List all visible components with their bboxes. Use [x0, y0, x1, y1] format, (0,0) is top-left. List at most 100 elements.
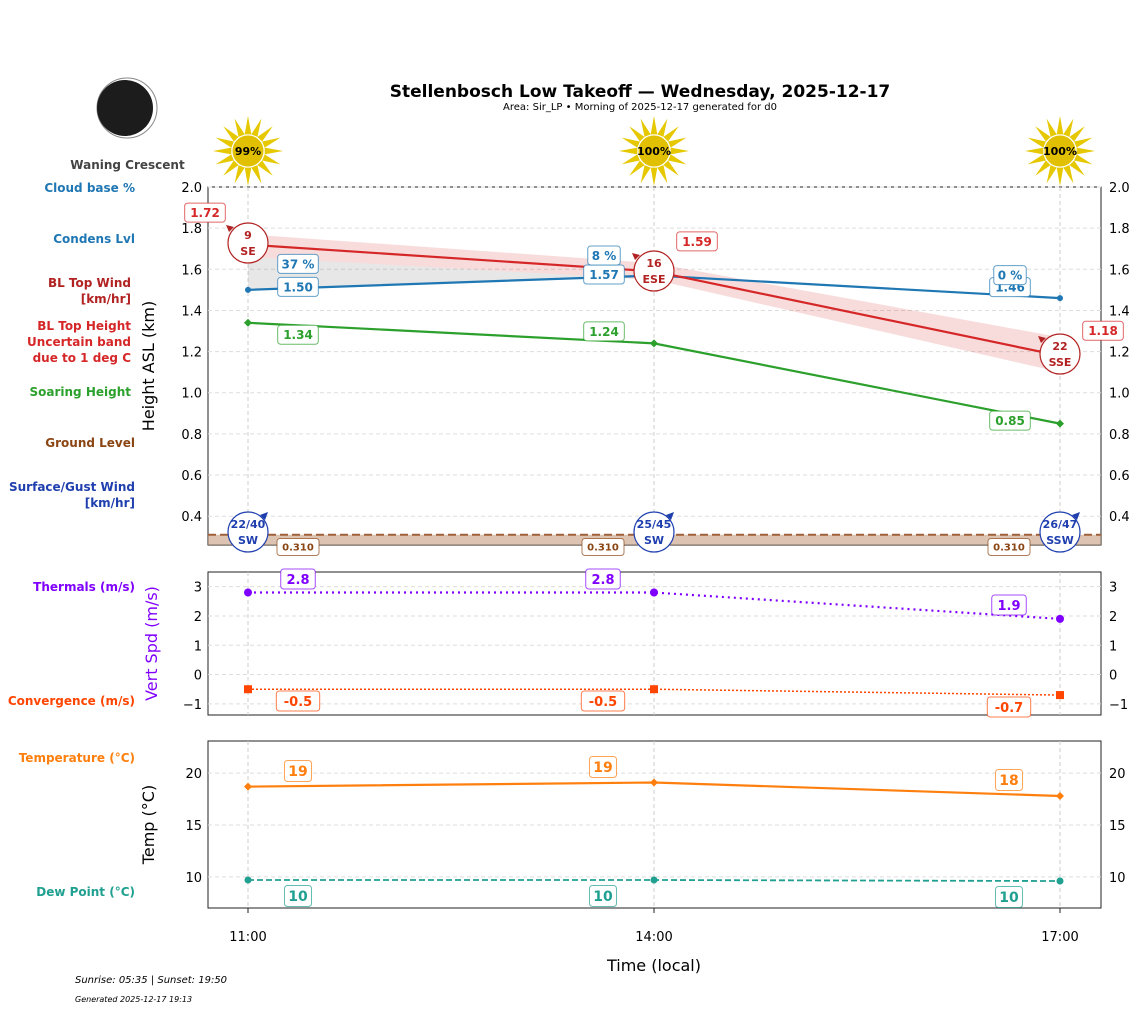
ground-level-label: 0.310 [282, 543, 314, 554]
cloud-base-label-box [587, 245, 621, 266]
bl-top-label: 1.72 [190, 206, 220, 220]
surface-wind: 25/45 SW [633, 511, 675, 553]
condens-label: 1.50 [283, 280, 313, 294]
y-tick-label-right: 0.8 [1109, 428, 1130, 443]
surface-wind-circle [633, 511, 675, 553]
thermals-label: 1.9 [997, 599, 1020, 614]
y-tick-label: −1 [183, 698, 202, 713]
thermals-line-marker [1056, 614, 1064, 623]
convergence-label: -0.7 [995, 701, 1023, 716]
y-axis-label: Vert Spd (m/s) [142, 586, 161, 701]
y-tick-label-right: 1.4 [1109, 304, 1130, 319]
dew-point-label-box [588, 885, 618, 907]
chart-title: Stellenbosch Low Takeoff — Wednesday, 20… [389, 82, 891, 102]
convergence-label-box [580, 690, 626, 712]
convergence-label-box [275, 690, 321, 712]
y-axis-label: Height ASL (km) [139, 301, 158, 431]
y-tick-label-right: 2.0 [1109, 181, 1130, 196]
sun-disc [637, 134, 671, 168]
soaring-label-box [989, 410, 1031, 431]
bl-top-wind: 22 SSE [1039, 333, 1081, 375]
bl-top-label: 1.59 [682, 235, 712, 249]
soaring-label: 1.24 [589, 325, 619, 339]
y-tick-label-right: 20 [1109, 767, 1126, 782]
x-tick-label: 14:00 [635, 930, 672, 945]
temperature-label-box [588, 756, 618, 778]
surface-wind-direction: SW [238, 534, 258, 547]
y-tick-label: 15 [185, 819, 202, 834]
bl-top-wind-direction: SE [240, 245, 255, 258]
sun-disc [1043, 134, 1077, 168]
wind-arrow-icon [632, 253, 640, 260]
soaring-label-box [277, 324, 319, 345]
convergence-line-marker [1056, 691, 1064, 700]
thermals-label-box [280, 568, 316, 590]
legend-label: Uncertain band [27, 335, 131, 349]
bl-top-wind-circle [633, 250, 675, 292]
y-tick-label: 2 [194, 610, 202, 625]
sun-icon: 99% [213, 116, 283, 186]
convergence-label: -0.5 [589, 695, 617, 710]
x-tick-label: 11:00 [229, 930, 266, 945]
bl-top-wind-direction: SSE [1049, 356, 1072, 369]
ground-level-label-box [581, 538, 625, 556]
y-tick-label-right: 15 [1109, 819, 1126, 834]
bl-top-label-box [184, 202, 226, 223]
cloud-base-label-box [277, 253, 319, 274]
wind-arrow-icon [260, 512, 268, 520]
y-tick-label: 20 [185, 767, 202, 782]
bl-top-label: 1.18 [1088, 324, 1118, 338]
dew-point-line-marker [650, 876, 658, 884]
convergence-label-box [986, 696, 1032, 718]
bl-top-label-box [676, 231, 718, 252]
legend-label: Thermals (m/s) [33, 580, 135, 594]
legend-label: BL Top Wind [48, 276, 131, 290]
wind-arrow-icon [1038, 336, 1046, 343]
sun-rays [619, 116, 689, 186]
bl-top-wind-circle [1039, 333, 1081, 375]
temperature-line-marker [650, 778, 658, 787]
dew-point-label: 10 [999, 890, 1019, 906]
soaring-line-marker [650, 339, 658, 348]
bl-top-wind: 16 ESE [633, 250, 675, 292]
temperature-label-box [994, 769, 1024, 791]
wind-arrow-icon [1072, 512, 1080, 520]
y-axis-label: Temp (°C) [139, 785, 158, 865]
sun-times: Sunrise: 05:35 | Sunset: 19:50 [75, 975, 228, 986]
convergence-label: -0.5 [284, 695, 312, 710]
cloud-base-label: 37 % [282, 257, 315, 271]
surface-wind-direction: SW [644, 534, 664, 547]
y-tick-label-right: 1.2 [1109, 346, 1130, 361]
legend-label: Soaring Height [30, 385, 132, 399]
temperature-label: 19 [593, 760, 612, 776]
cloud-base-label: 0 % [998, 269, 1023, 283]
surface-wind-direction: SSW [1046, 534, 1073, 547]
legend-label: [km/hr] [85, 496, 135, 510]
generated-time: Generated 2025-12-17 19:13 [75, 995, 193, 1004]
cloud-fill [248, 256, 654, 290]
sun-icon: 100% [619, 116, 689, 186]
legend-label: Dew Point (°C) [36, 885, 135, 899]
y-tick-label: 1.2 [181, 346, 202, 361]
surface-wind: 22/40 SW [227, 511, 269, 553]
thermals-label-box [991, 594, 1027, 616]
ground-level-label: 0.310 [587, 543, 619, 554]
bl-top-wind-speed: 9 [244, 229, 252, 242]
thermals-label-box [585, 568, 621, 590]
y-tick-label: 1.4 [181, 304, 202, 319]
surface-wind-circle [227, 511, 269, 553]
y-tick-label: 0.8 [181, 428, 202, 443]
y-tick-label-right: −1 [1109, 698, 1128, 713]
convergence-line-marker [244, 685, 252, 694]
y-tick-label: 2.0 [181, 181, 202, 196]
y-tick-label-right: 0 [1109, 669, 1117, 684]
dew-point-label-box [283, 885, 313, 907]
wind-arrow-icon [666, 512, 674, 520]
y-tick-label: 1.8 [181, 222, 202, 237]
sun-disc [231, 134, 265, 168]
cloud-base-label-box [993, 265, 1027, 286]
chart-subtitle: Area: Sir_LP • Morning of 2025-12-17 gen… [503, 102, 777, 113]
sun-icon: 100% [1025, 116, 1095, 186]
